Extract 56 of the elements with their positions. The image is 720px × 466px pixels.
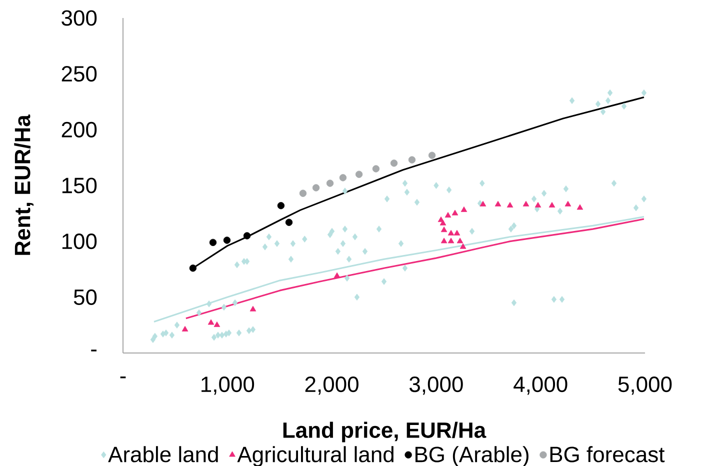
point	[480, 200, 486, 206]
point	[326, 180, 334, 187]
point	[534, 202, 542, 208]
y-tick-label: 200	[62, 122, 97, 138]
point	[448, 230, 454, 236]
point	[452, 210, 458, 216]
point	[243, 232, 251, 240]
x-tick-label: 2,000	[305, 376, 358, 395]
point	[214, 321, 220, 327]
point	[277, 202, 285, 210]
y-tick-label: 250	[62, 66, 97, 82]
point	[189, 264, 197, 272]
legend-label: Arable land	[108, 446, 218, 462]
point	[440, 226, 448, 232]
point	[299, 190, 307, 197]
point	[428, 152, 436, 159]
y-tick-label: 150	[62, 178, 97, 194]
legend-label: BG forecast	[550, 446, 665, 462]
x-axis-title: Land price, EUR/Ha	[283, 422, 486, 442]
x-tick-label: 5,000	[618, 376, 672, 395]
point	[522, 200, 530, 206]
y-tick-label: -	[91, 350, 96, 352]
point	[355, 170, 363, 178]
point	[390, 160, 398, 167]
point	[444, 212, 452, 218]
point	[548, 202, 556, 208]
point	[182, 326, 188, 332]
point	[440, 220, 446, 226]
point	[460, 243, 466, 249]
point	[564, 200, 572, 206]
y-tick-label: 300	[62, 10, 97, 26]
point	[312, 184, 320, 192]
point	[223, 236, 231, 244]
x-tick-label: 4,000	[514, 376, 568, 395]
point	[460, 206, 468, 212]
point	[334, 272, 340, 278]
point	[208, 319, 214, 325]
point	[339, 174, 347, 182]
point	[408, 156, 416, 164]
point	[576, 204, 584, 210]
y-axis-title: Rent, EUR/Ha	[14, 114, 34, 255]
y-tick-label: 100	[62, 234, 97, 250]
x-tick-label: 1,000	[202, 376, 254, 395]
point	[448, 238, 454, 244]
point	[456, 238, 464, 244]
x-tick-label: -	[120, 376, 126, 378]
point	[454, 230, 460, 236]
point	[506, 202, 514, 208]
point	[372, 165, 380, 172]
y-tick-label: 50	[74, 289, 97, 305]
point	[285, 218, 293, 226]
point	[250, 306, 256, 312]
x-tick-label: 3,000	[410, 376, 463, 395]
point	[209, 238, 217, 246]
point	[494, 200, 502, 206]
point	[440, 238, 448, 244]
